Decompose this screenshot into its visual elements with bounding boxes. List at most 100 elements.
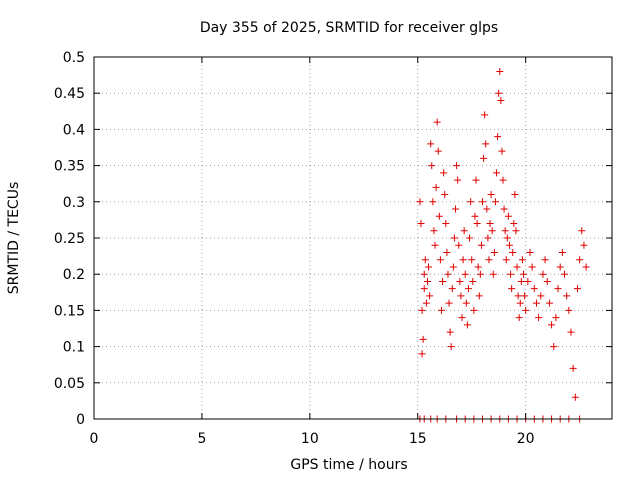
data-point <box>563 292 571 300</box>
data-point <box>474 263 482 271</box>
data-point <box>439 277 447 285</box>
data-point <box>505 241 513 249</box>
grid <box>94 57 612 419</box>
data-point <box>429 198 437 206</box>
data-point <box>484 234 492 242</box>
data-point <box>578 227 586 235</box>
data-point <box>452 205 460 213</box>
data-point <box>466 234 474 242</box>
data-point <box>461 270 469 278</box>
data-point <box>428 162 436 170</box>
data-point <box>535 314 543 322</box>
data-point <box>558 248 566 256</box>
data-point <box>554 285 562 293</box>
data-point <box>462 299 470 307</box>
x-axis-label: GPS time / hours <box>290 457 407 473</box>
data-point <box>467 198 475 206</box>
data-point <box>489 270 497 278</box>
data-point <box>444 270 452 278</box>
y-tick-label: 0.15 <box>54 303 85 319</box>
data-point <box>430 227 438 235</box>
data-point <box>545 299 553 307</box>
data-point <box>482 140 490 148</box>
data-point <box>454 176 462 184</box>
data-point <box>450 234 458 242</box>
data-point <box>481 111 489 119</box>
data-point <box>473 220 481 228</box>
data-point <box>526 248 534 256</box>
axis-ticks <box>93 56 612 420</box>
data-point <box>516 299 524 307</box>
data-point <box>417 220 425 228</box>
y-tick-label: 0.45 <box>54 86 85 102</box>
data-point <box>571 393 579 401</box>
data-point <box>435 212 443 220</box>
data-point <box>496 67 504 75</box>
data-point <box>497 96 505 104</box>
data-point <box>475 292 483 300</box>
data-point <box>517 277 525 285</box>
data-point <box>448 285 456 293</box>
data-point <box>532 299 540 307</box>
data-point <box>420 270 428 278</box>
data-point <box>471 212 479 220</box>
data-point <box>528 263 536 271</box>
data-point <box>477 241 485 249</box>
data-point <box>520 270 528 278</box>
data-point <box>455 241 463 249</box>
data-point <box>530 285 538 293</box>
scatter-points <box>416 67 590 423</box>
data-point <box>507 270 515 278</box>
data-point <box>498 147 506 155</box>
data-point <box>436 256 444 264</box>
data-point <box>565 306 573 314</box>
data-point <box>494 133 502 141</box>
data-point <box>569 364 577 372</box>
data-point <box>419 335 427 343</box>
data-point <box>500 205 508 213</box>
data-point <box>503 234 511 242</box>
y-tick-label: 0.05 <box>54 376 85 392</box>
data-point <box>515 314 523 322</box>
data-point <box>422 299 430 307</box>
x-tick-label: 0 <box>90 431 99 447</box>
data-point <box>431 241 439 249</box>
data-point <box>508 285 516 293</box>
y-axis-label: SRMTID / TECUs <box>6 182 22 295</box>
data-point <box>472 176 480 184</box>
data-point <box>502 256 510 264</box>
data-point <box>447 343 455 351</box>
data-point <box>456 277 464 285</box>
data-point <box>580 241 588 249</box>
data-point <box>550 343 558 351</box>
data-point <box>504 212 512 220</box>
data-point <box>524 277 532 285</box>
y-tick-labels: 0 0.05 0.1 0.15 0.2 0.25 0.3 0.35 0.4 0.45 0.5 <box>54 50 85 428</box>
data-point <box>432 183 440 191</box>
y-tick-label: 0.1 <box>63 340 85 356</box>
data-point <box>487 191 495 199</box>
data-point <box>470 306 478 314</box>
data-point <box>443 248 451 256</box>
data-point <box>446 328 454 336</box>
data-point <box>490 248 498 256</box>
data-point <box>440 169 448 177</box>
data-point <box>518 256 526 264</box>
data-point <box>491 198 499 206</box>
data-point <box>459 256 467 264</box>
data-point <box>541 256 549 264</box>
data-point <box>552 314 560 322</box>
data-point <box>483 205 491 213</box>
data-point <box>457 292 465 300</box>
data-point <box>458 314 466 322</box>
data-point <box>423 277 431 285</box>
data-point <box>442 220 450 228</box>
data-point <box>469 277 477 285</box>
data-point <box>514 292 522 300</box>
y-tick-label: 0.35 <box>54 159 85 175</box>
data-point <box>426 292 434 300</box>
data-point <box>522 306 530 314</box>
x-tick-label: 10 <box>301 431 319 447</box>
data-point <box>576 256 584 264</box>
data-point <box>512 227 520 235</box>
